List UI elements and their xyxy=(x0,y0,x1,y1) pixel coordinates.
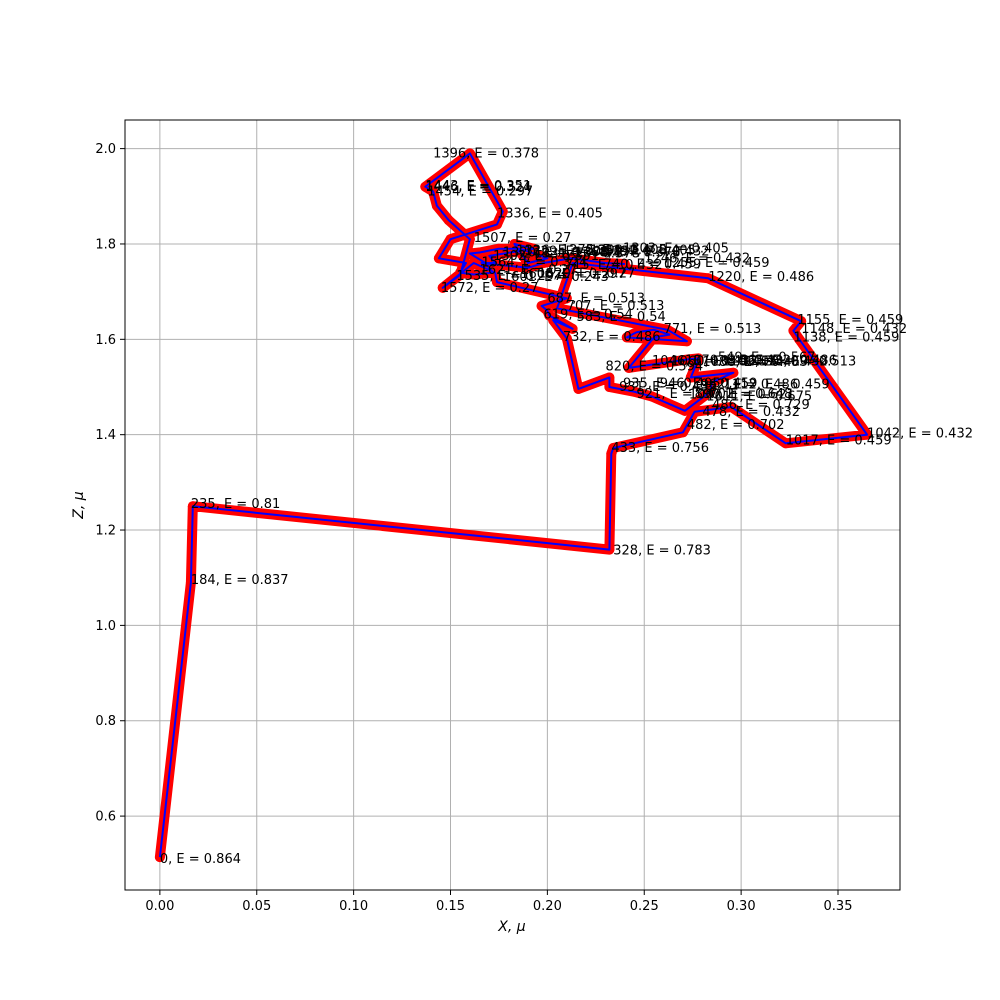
point-label: 235, E = 0.81 xyxy=(191,497,280,512)
point-label: 1302, E = 0.351 xyxy=(493,249,599,264)
point-label: 1138, E = 0.459 xyxy=(793,330,899,345)
x-axis-label: X, μ xyxy=(497,919,525,935)
point-label: 1088, E = 0.459 xyxy=(702,355,808,370)
point-label: 1011, E = 0.675 xyxy=(706,390,812,405)
point-label: 1396, E = 0.378 xyxy=(433,146,539,161)
point-label: 1620, E = 0.27 xyxy=(538,267,636,282)
point-label: 931, E = 0.432 xyxy=(619,380,717,395)
point-label: 1070, E = 0.432 xyxy=(685,353,791,368)
point-label: 771, E = 0.513 xyxy=(664,322,762,337)
y-tick-label: 1.4 xyxy=(95,428,116,443)
x-tick-label: 0.35 xyxy=(824,899,853,914)
y-tick-label: 1.6 xyxy=(95,333,116,348)
point-label: 1320, E = 0.378 xyxy=(503,246,609,261)
x-tick-label: 0.10 xyxy=(339,899,368,914)
x-tick-label: 0.25 xyxy=(630,899,659,914)
point-label: 486, E = 0.729 xyxy=(712,398,810,413)
point-label: 1112, E = 0.459 xyxy=(724,378,830,393)
point-label: 1329, E = 0.405 xyxy=(524,245,630,260)
point-label: 1275, E = 0.405 xyxy=(561,243,667,258)
point-label: 184, E = 0.837 xyxy=(191,573,289,588)
point-label: 921, E = 0.702 xyxy=(637,387,735,402)
point-label: 1535, E = 0.297 xyxy=(456,269,562,284)
point-label: 715, E = 0.432 xyxy=(565,258,663,273)
x-tick-label: 0.20 xyxy=(533,899,562,914)
trajectory-line xyxy=(158,152,869,858)
point-label: 1246, E = 0.432 xyxy=(644,251,750,266)
point-label: 1564, E = 0.324 xyxy=(482,256,588,271)
point-label: 1060, E = 0.405 xyxy=(671,355,777,370)
grid-lines xyxy=(125,120,900,890)
point-label: 0, E = 0.864 xyxy=(160,852,241,867)
series-layer xyxy=(154,148,873,863)
point-label: 578, E = 0.513 xyxy=(759,355,857,370)
y-tick-label: 1.8 xyxy=(95,237,116,252)
point-label: 1601, E = 0.243 xyxy=(503,270,609,285)
x-tick-label: 0.30 xyxy=(727,899,756,914)
point-label: 1042, E = 0.432 xyxy=(867,427,973,442)
point-label: 1290, E = 0.405 xyxy=(590,244,696,259)
point-label: 1255, E = 0.459 xyxy=(664,256,770,271)
point-label: 1443, E = 0.351 xyxy=(425,179,531,194)
point-label: 433, E = 0.756 xyxy=(611,441,709,456)
point-label: 1102, E = 0.432 xyxy=(722,355,828,370)
point-label: 962, E = 0.486 xyxy=(700,378,798,393)
point-label: 583, E = 0.54 xyxy=(576,310,665,325)
point-label: 1268, E = 0.378 xyxy=(575,246,681,261)
y-tick-label: 1.2 xyxy=(95,524,116,539)
point-label: 890, E = 0.648 xyxy=(695,387,793,402)
point-labels: 0, E = 0.864 184, E = 0.837 235, E = 0.81 3… xyxy=(160,146,973,867)
point-label: 1326, E = 0.351 xyxy=(516,244,622,259)
point-label: 1507, E = 0.27 xyxy=(474,231,572,246)
point-label: 565, E = 0.486 xyxy=(739,353,837,368)
point-label: 707, E = 0.513 xyxy=(567,299,665,314)
point-label: 1297, E = 0.432 xyxy=(604,245,710,260)
point-label: 1336, E = 0.405 xyxy=(497,206,603,221)
y-tick-label: 2.0 xyxy=(95,142,116,157)
point-label: 619, E = 0.54 xyxy=(544,308,633,323)
point-label: 1454, E = 0.297 xyxy=(427,185,533,200)
point-label: 1017, E = 0.459 xyxy=(786,433,892,448)
point-label: 1220, E = 0.486 xyxy=(708,270,814,285)
point-label: 1608, E = 0.297 xyxy=(520,267,626,282)
point-label: 1446, E = 0.324 xyxy=(425,180,531,195)
point-label: 1331, E = 0.378 xyxy=(534,246,640,261)
y-tick-label: 0.6 xyxy=(95,810,116,825)
x-axis-ticks: 0.00 0.05 0.10 0.15 0.20 0.25 0.30 0.35 xyxy=(145,890,852,914)
point-label: 478, E = 0.432 xyxy=(702,405,800,420)
y-tick-label: 1.0 xyxy=(95,619,116,634)
plot-frame xyxy=(124,119,901,891)
y-axis-ticks: 0.6 0.8 1.0 1.2 1.4 1.6 1.8 2.0 xyxy=(95,142,125,825)
point-label: 1621, E = 0.27 xyxy=(480,263,578,278)
point-label: 328, E = 0.783 xyxy=(613,544,711,559)
y-tick-label: 0.8 xyxy=(95,714,116,729)
point-label: 935, E = 0.405 xyxy=(623,377,721,392)
point-label: 1046, E = 0.432 xyxy=(652,354,758,369)
point-label: 820, E = 0.594 xyxy=(606,359,704,374)
point-label: 946, E = 0.459 xyxy=(660,377,758,392)
trajectory-point xyxy=(154,852,165,863)
point-label: 687, E = 0.513 xyxy=(547,291,645,306)
y-axis-label: Z, μ xyxy=(71,491,87,519)
point-label: 1303, E = 0.405 xyxy=(623,241,729,256)
x-tick-label: 0.05 xyxy=(242,899,271,914)
point-label: 1572, E = 0.27 xyxy=(441,281,539,296)
point-label: 549, E = 0.567 xyxy=(718,350,816,365)
point-label: 1148, E = 0.432 xyxy=(801,322,907,337)
point-label: 482, E = 0.702 xyxy=(687,418,785,433)
x-tick-label: 0.00 xyxy=(145,899,174,914)
point-label: 740, E = 0.459 xyxy=(604,257,702,272)
point-label: 1155, E = 0.459 xyxy=(797,313,903,328)
point-label: 1002, E = 0.621 xyxy=(689,388,795,403)
point-label: 732, E = 0.486 xyxy=(563,330,661,345)
x-tick-label: 0.15 xyxy=(436,899,465,914)
